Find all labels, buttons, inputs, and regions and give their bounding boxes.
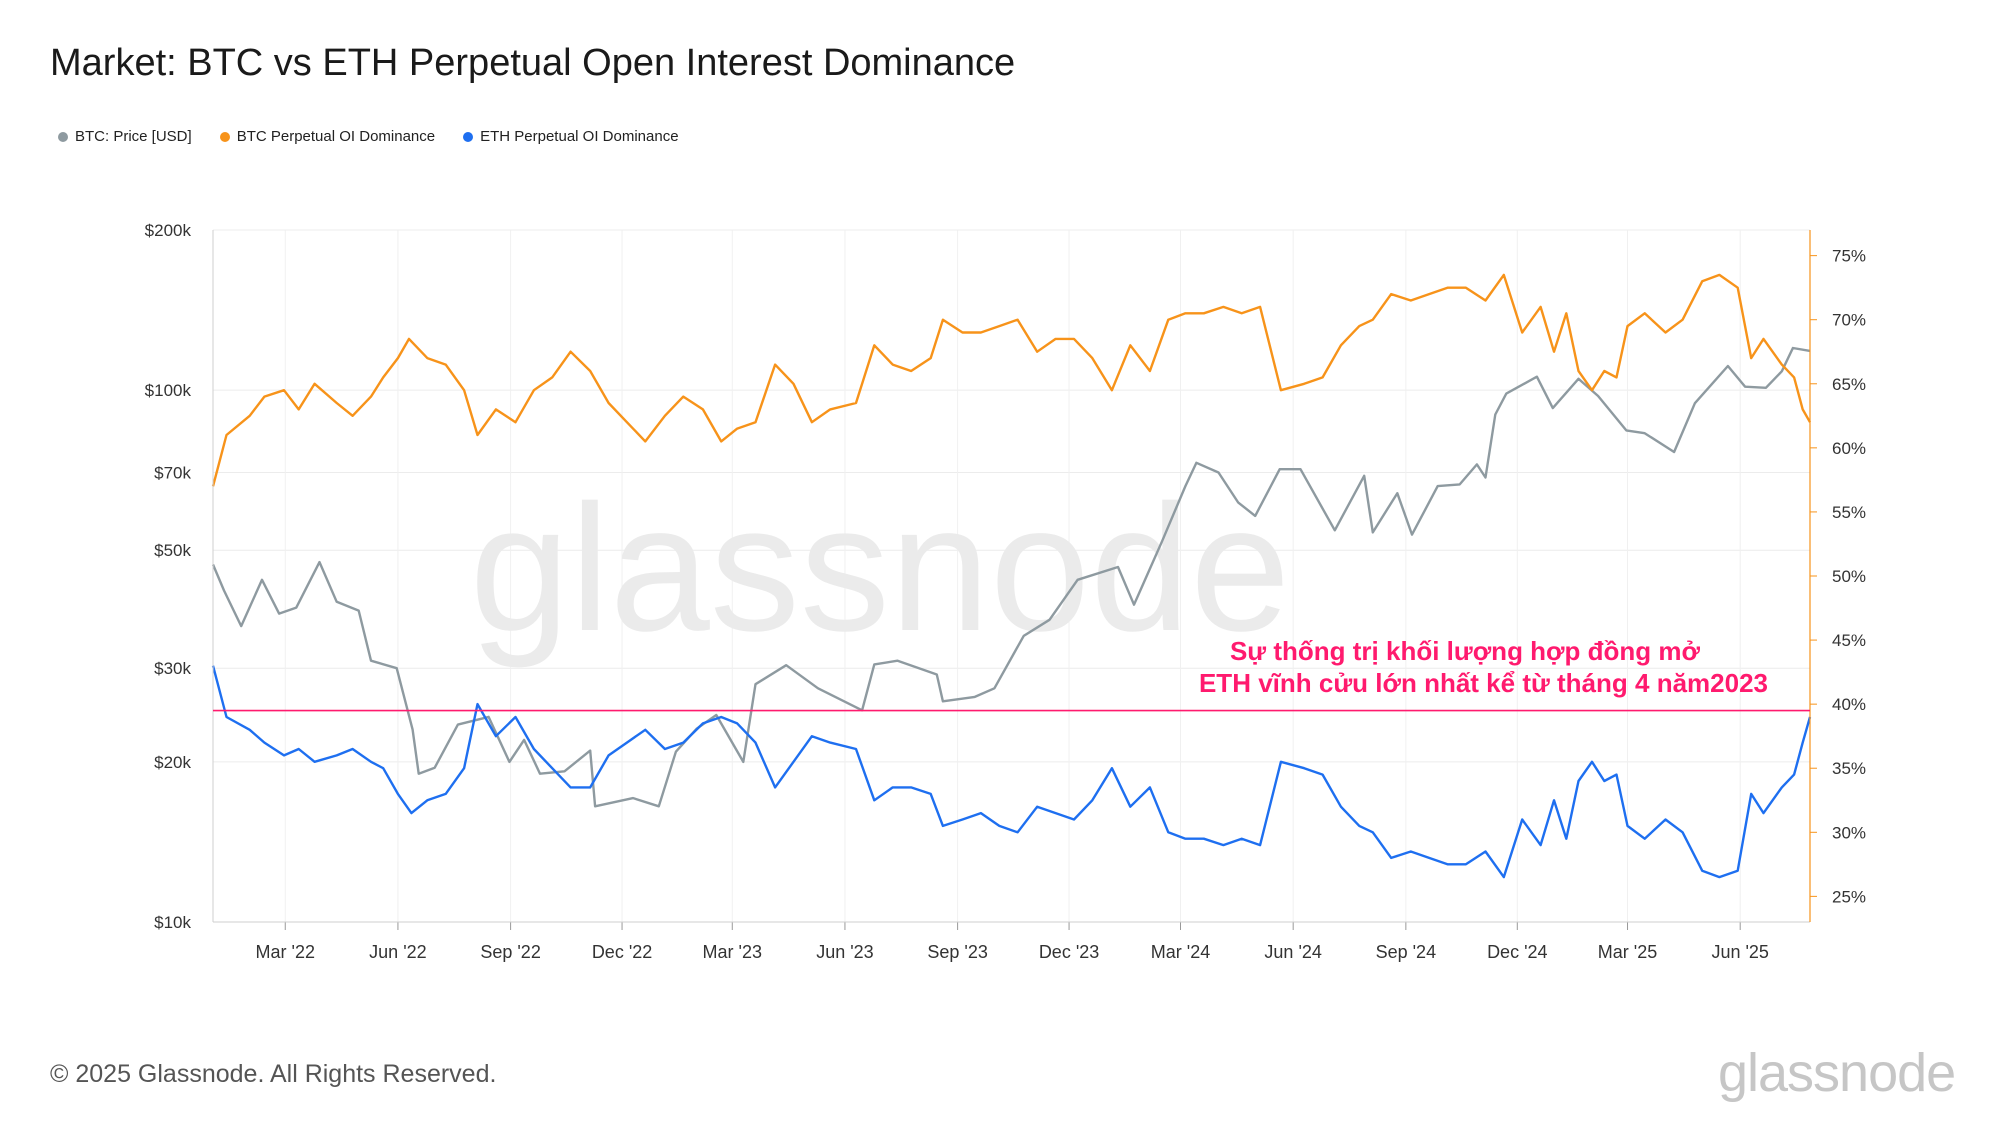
legend-label-eth-oi: ETH Perpetual OI Dominance [480,128,679,145]
y-right-tick-label: 55% [1832,503,1866,522]
x-tick-label: Mar '25 [1598,942,1657,962]
x-tick-label: Mar '22 [256,942,315,962]
y-left-tick-label: $70k [154,464,191,483]
legend-dot-eth-oi [463,131,474,142]
legend: BTC: Price [USD] BTC Perpetual OI Domina… [58,128,679,145]
y-right-tick-label: 40% [1832,695,1866,714]
legend-dot-btc-oi [219,131,230,142]
legend-item-eth-oi[interactable]: ETH Perpetual OI Dominance [463,128,679,145]
x-tick-label: Sep '24 [1376,942,1437,962]
y-left-tick-label: $200k [145,221,192,240]
x-tick-label: Sep '22 [480,942,541,962]
y-right-tick-label: 30% [1832,823,1866,842]
y-right-tick-label: 65% [1832,375,1866,394]
y-right-tick-label: 25% [1832,887,1866,906]
legend-dot-btc-price [58,131,68,142]
series-lines [211,273,1812,879]
btc-price-line [211,346,1811,808]
x-tick-label: Dec '24 [1487,942,1547,962]
y-left-tick-label: $30k [154,659,191,678]
x-tick-label: Jun '25 [1711,942,1768,962]
legend-label-btc-oi: BTC Perpetual OI Dominance [236,128,436,145]
x-tick-label: Jun '24 [1264,942,1321,962]
y-right-tick-label: 70% [1832,311,1866,330]
annotation-text-line2: ETH vĩnh cửu lớn nhất kể từ tháng 4 năm2… [1199,668,1768,698]
axes: $10k $20k $30k $50k $70k $100k $200k Mar '22 Jun… [145,221,1866,962]
eth-oi-dominance-line [211,665,1812,879]
copyright-footer: © 2025 Glassnode. All Rights Reserved. [50,1060,497,1088]
watermark: glassnode [470,468,1291,669]
y-right-tick-label: 75% [1832,247,1866,266]
glassnode-logo[interactable]: glassnode [1718,1043,1956,1103]
x-tick-label: Jun '23 [816,942,873,962]
legend-label-btc-price: BTC: Price [USD] [75,128,192,145]
gridlines [213,229,1810,923]
x-tick-label: Dec '23 [1039,942,1099,962]
x-tick-label: Dec '22 [592,942,652,962]
chart-title: Market: BTC vs ETH Perpetual Open Intere… [50,42,1016,84]
y-left-tick-label: $50k [154,541,191,560]
btc-oi-dominance-line [211,273,1812,487]
x-tick-label: Jun '22 [369,942,426,962]
legend-item-btc-oi[interactable]: BTC Perpetual OI Dominance [219,128,436,145]
annotation-text-line1: Sự thống trị khối lượng hợp đồng mở [1230,636,1701,666]
legend-item-btc-price[interactable]: BTC: Price [USD] [58,128,192,145]
y-left-tick-label: $10k [154,913,191,932]
y-right-tick-label: 35% [1832,759,1866,778]
y-right-tick-label: 50% [1832,567,1866,586]
y-left-tick-label: $100k [145,381,192,400]
y-right-tick-label: 60% [1832,439,1866,458]
y-left-tick-label: $20k [154,753,191,772]
x-tick-label: Sep '23 [927,942,988,962]
x-tick-label: Mar '24 [1151,942,1210,962]
x-tick-label: Mar '23 [703,942,762,962]
y-right-tick-label: 45% [1832,631,1866,650]
